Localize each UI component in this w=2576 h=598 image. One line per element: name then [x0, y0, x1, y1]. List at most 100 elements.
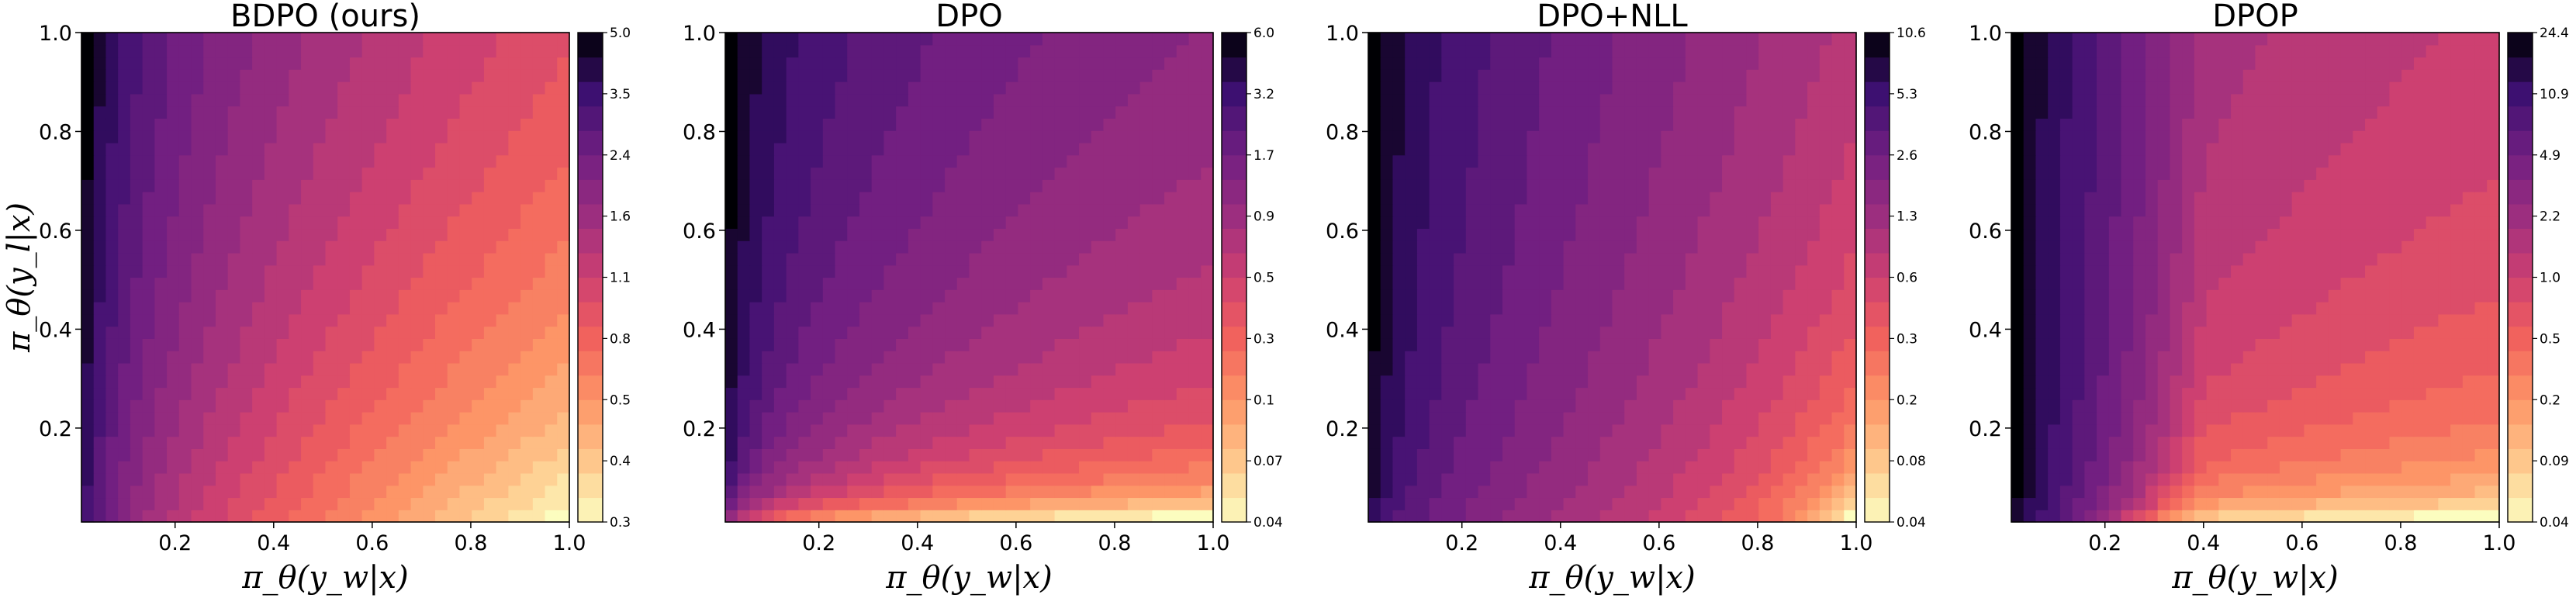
- heatmap-cell: [725, 118, 738, 131]
- heatmap-cell: [945, 412, 958, 425]
- chart-title: DPO: [935, 0, 1002, 34]
- heatmap-cell: [1380, 81, 1394, 95]
- heatmap-cell: [1636, 277, 1650, 290]
- heatmap-cell: [1770, 313, 1784, 327]
- colorbar-tick-label: 5.3: [1897, 87, 1917, 102]
- heatmap-cell: [773, 362, 787, 376]
- heatmap-cell: [301, 423, 314, 437]
- heatmap-cell: [1115, 118, 1129, 131]
- heatmap-cell: [945, 203, 958, 217]
- heatmap-cell: [227, 240, 241, 254]
- heatmap-cell: [1502, 399, 1516, 413]
- heatmap-cell: [459, 130, 472, 143]
- heatmap-cell: [1551, 362, 1565, 376]
- heatmap-cell: [325, 510, 338, 523]
- heatmap-cell: [435, 167, 448, 180]
- heatmap-cell: [822, 142, 836, 156]
- heatmap-cell: [1697, 33, 1710, 46]
- heatmap-cell: [398, 362, 412, 376]
- heatmap-cell: [737, 277, 751, 290]
- heatmap-cell: [993, 81, 1007, 95]
- heatmap-cell: [1624, 412, 1637, 425]
- heatmap-cell: [1441, 264, 1454, 278]
- heatmap-cell: [1661, 399, 1674, 413]
- heatmap-cell: [1030, 351, 1043, 364]
- heatmap-cell: [725, 228, 738, 241]
- heatmap-cell: [896, 313, 909, 327]
- heatmap-cell: [859, 289, 873, 302]
- heatmap-cell: [276, 289, 289, 302]
- heatmap-cell: [847, 338, 860, 351]
- heatmap-cell: [520, 326, 534, 339]
- heatmap-cell: [847, 497, 860, 510]
- heatmap-cell: [81, 362, 95, 376]
- heatmap-cell: [1030, 326, 1043, 339]
- heatmap-cell: [1454, 167, 1467, 180]
- heatmap-cell: [1770, 289, 1784, 302]
- heatmap-cell: [1176, 228, 1190, 241]
- heatmap-cell: [1405, 192, 1418, 205]
- heatmap-cell: [215, 264, 229, 278]
- heatmap-cell: [386, 130, 399, 143]
- heatmap-cell: [349, 118, 363, 131]
- heatmap-cell: [252, 436, 265, 449]
- heatmap-cell: [1152, 399, 1165, 413]
- heatmap-cell: [215, 93, 229, 107]
- heatmap-cell: [981, 313, 994, 327]
- heatmap-cell: [264, 289, 278, 302]
- heatmap-cell: [545, 240, 558, 254]
- y-tick-label: 0.4: [683, 318, 716, 342]
- heatmap-cell: [1201, 510, 1214, 523]
- heatmap-cell: [1441, 228, 1454, 241]
- heatmap-cell: [374, 387, 387, 400]
- heatmap-cell: [786, 192, 799, 205]
- colorbar-band: [1865, 228, 1890, 254]
- heatmap-cell: [215, 412, 229, 425]
- heatmap-cell: [1127, 130, 1141, 143]
- heatmap-cell: [1795, 179, 1808, 192]
- heatmap-cell: [798, 130, 811, 143]
- heatmap-cell: [93, 326, 107, 339]
- heatmap-cell: [1139, 93, 1153, 107]
- heatmap-cell: [227, 203, 241, 217]
- heatmap-cell: [859, 351, 873, 364]
- heatmap-cell: [908, 81, 921, 95]
- heatmap-cell: [1416, 130, 1430, 143]
- heatmap-cell: [811, 472, 824, 486]
- heatmap-cell: [447, 44, 461, 58]
- colorbar: 0.040.080.20.30.61.32.65.310.6: [1864, 26, 1926, 531]
- heatmap-cell: [956, 252, 970, 266]
- y-tick-label: 0.6: [39, 219, 72, 244]
- heatmap-cell: [1746, 81, 1759, 95]
- heatmap-cell: [105, 351, 119, 364]
- heatmap-cell: [1722, 57, 1735, 70]
- heatmap-cell: [1368, 461, 1381, 474]
- heatmap-cell: [1588, 216, 1601, 230]
- heatmap-cell: [191, 44, 204, 58]
- heatmap-cell: [1782, 57, 1796, 70]
- heatmap-cell: [908, 179, 921, 192]
- heatmap-cell: [908, 497, 921, 510]
- heatmap-cell: [1429, 179, 1442, 192]
- heatmap-cell: [932, 510, 946, 523]
- heatmap-cell: [1648, 216, 1661, 230]
- heatmap-cell: [1782, 302, 1796, 315]
- heatmap-cell: [459, 264, 472, 278]
- heatmap-cell: [1831, 399, 1845, 413]
- heatmap-cell: [1405, 69, 1418, 82]
- heatmap-cell: [1722, 326, 1735, 339]
- heatmap-cell: [1527, 216, 1540, 230]
- heatmap-cell: [1392, 436, 1406, 449]
- heatmap-cell: [908, 57, 921, 70]
- heatmap-cell: [349, 375, 363, 389]
- heatmap-cell: [1648, 510, 1661, 523]
- colorbar-tick-label: 0.07: [1253, 454, 1283, 469]
- heatmap-cell: [1697, 93, 1710, 107]
- heatmap-cell: [1042, 313, 1056, 327]
- heatmap-cell: [1539, 44, 1552, 58]
- heatmap-cell: [178, 167, 192, 180]
- heatmap-cell: [1502, 118, 1516, 131]
- heatmap-cell: [798, 81, 811, 95]
- heatmap-cell: [1392, 192, 1406, 205]
- heatmap-cell: [1551, 228, 1565, 241]
